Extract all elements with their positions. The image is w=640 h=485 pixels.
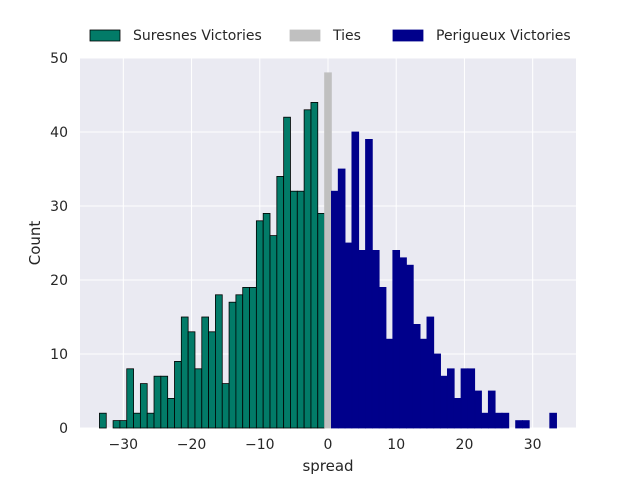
- bar-series-2: [412, 323, 421, 429]
- y-tick-label: 30: [50, 199, 68, 215]
- bar-series-2: [481, 412, 489, 429]
- bar-series-2: [406, 264, 414, 429]
- bar-series-2: [494, 412, 503, 429]
- bar-series-0: [187, 331, 196, 429]
- bar-series-2: [392, 249, 401, 429]
- bar-series-2: [487, 390, 496, 429]
- bar-series-2: [426, 316, 435, 429]
- y-tick-label: 10: [50, 347, 68, 363]
- x-axis-label: spread: [302, 457, 353, 475]
- y-tick-label: 20: [50, 273, 68, 289]
- bar-series-0: [174, 360, 182, 429]
- bar-series-0: [208, 331, 216, 429]
- bar-series-0: [167, 397, 175, 429]
- bar-series-2: [515, 420, 523, 429]
- bar-series-0: [112, 420, 121, 429]
- y-tick-label: 0: [59, 421, 68, 437]
- bar-series-0: [317, 212, 325, 429]
- bar-series-2: [453, 397, 462, 429]
- bar-series-2: [549, 412, 557, 429]
- bar-series-2: [467, 368, 476, 429]
- bar-series-0: [153, 375, 162, 429]
- legend-label: Perigueux Victories: [436, 28, 571, 44]
- x-tick-label: 10: [387, 437, 405, 453]
- x-tick-label: −30: [109, 437, 139, 453]
- legend-label: Ties: [332, 28, 361, 44]
- bar-series-0: [146, 412, 155, 429]
- bar-series-2: [371, 249, 380, 429]
- bar-series-0: [255, 220, 264, 429]
- bar-series-0: [99, 412, 107, 429]
- bar-series-0: [119, 420, 128, 429]
- x-tick-label: 30: [524, 437, 542, 453]
- legend-swatch: [392, 29, 424, 42]
- bar-series-0: [133, 412, 141, 429]
- bar-series-2: [331, 190, 339, 429]
- bar-series-0: [303, 109, 312, 429]
- bar-series-0: [269, 235, 278, 429]
- bar-series-0: [228, 301, 237, 429]
- bar-series-0: [221, 383, 230, 429]
- legend-swatch: [89, 29, 121, 42]
- bar-series-2: [446, 368, 455, 429]
- bar-series-0: [160, 375, 169, 429]
- bar-series-0: [180, 316, 189, 429]
- y-axis-label: Count: [26, 221, 44, 266]
- bar-series-2: [433, 353, 441, 429]
- bar-series-0: [296, 190, 305, 429]
- y-tick-label: 50: [50, 51, 68, 67]
- bar-series-0: [262, 212, 271, 429]
- bar-series-0: [201, 316, 210, 429]
- bar-series-0: [215, 294, 223, 429]
- bar-series-0: [235, 294, 244, 429]
- x-tick-labels: −30 −20 −10 0 10 20 30: [109, 437, 542, 453]
- bar-series-2: [344, 242, 353, 429]
- y-tick-labels: 0 10 20 30 40 50: [50, 51, 68, 437]
- bar-series-0: [194, 368, 203, 429]
- bar-series-2: [351, 131, 360, 429]
- bar-series-2: [385, 338, 394, 429]
- bar-series-2: [474, 390, 482, 429]
- x-tick-label: 0: [324, 437, 333, 453]
- bar-series-0: [310, 102, 319, 429]
- x-tick-label: 20: [456, 437, 474, 453]
- bar-series-2: [358, 249, 366, 429]
- bar-series-0: [290, 190, 298, 429]
- legend: Suresnes Victories Ties Perigueux Victorie…: [89, 28, 571, 44]
- bar-series-2: [365, 138, 373, 429]
- bar-series-1: [324, 72, 332, 429]
- bar-series-0: [249, 286, 257, 429]
- bar-series-2: [522, 420, 530, 429]
- bar-series-2: [419, 338, 428, 429]
- bar-series-2: [440, 375, 448, 429]
- bar-series-0: [126, 368, 134, 429]
- legend-label: Suresnes Victories: [133, 28, 262, 44]
- bar-series-0: [283, 116, 291, 429]
- bar-series-0: [276, 175, 285, 429]
- bar-series-0: [139, 383, 148, 429]
- bar-series-2: [399, 257, 407, 429]
- bars-group: [99, 72, 557, 429]
- bar-series-0: [242, 286, 250, 429]
- x-tick-label: −10: [245, 437, 275, 453]
- y-tick-label: 40: [50, 125, 68, 141]
- bar-series-2: [337, 168, 346, 429]
- bar-series-2: [501, 412, 510, 429]
- x-tick-label: −20: [177, 437, 207, 453]
- bar-series-2: [460, 368, 469, 429]
- legend-swatch: [289, 29, 321, 42]
- bar-series-2: [378, 286, 387, 429]
